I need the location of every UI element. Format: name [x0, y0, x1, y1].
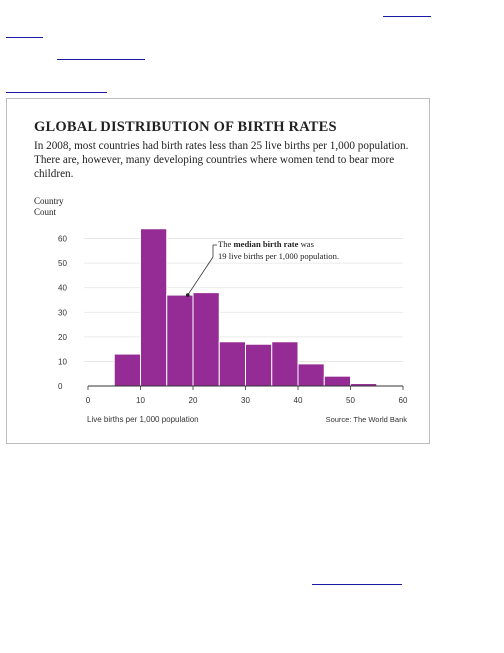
source-note: Source: The World Bank: [325, 415, 407, 424]
text-link[interactable]: [57, 59, 145, 60]
text-link[interactable]: [6, 92, 107, 93]
histogram-chart: 0 10 20 30 40 50 60 0 10 20 30 40 50 60 The median bir…: [58, 228, 408, 405]
x-tick-label: 50: [346, 396, 355, 405]
chart-figure: GLOBAL DISTRIBUTION OF BIRTH RATES In 20…: [6, 98, 430, 444]
median-marker: [185, 293, 190, 297]
y-tick-label: 0: [58, 382, 63, 391]
annotation-pointer: [187, 256, 214, 296]
histogram-bar: [297, 363, 325, 387]
y-tick-label: 20: [58, 333, 67, 342]
x-tick-label: 0: [86, 396, 91, 405]
x-axis-label: Live births per 1,000 population: [87, 415, 199, 424]
y-tick-label: 40: [58, 284, 67, 293]
annotation-line-2: 19 live births per 1,000 population.: [218, 251, 339, 261]
text-link[interactable]: [6, 37, 43, 38]
histogram-bar: [140, 228, 168, 387]
y-tick-label: 60: [58, 235, 67, 244]
x-tick-label: 30: [241, 396, 250, 405]
x-tick-label: 40: [294, 396, 303, 405]
text-link[interactable]: [312, 584, 402, 585]
y-tick-label: 30: [58, 308, 67, 317]
chart-title: GLOBAL DISTRIBUTION OF BIRTH RATES: [34, 119, 337, 135]
y-tick-label: 50: [58, 259, 67, 268]
y-tick-label: 10: [58, 357, 67, 366]
x-tick-label: 60: [399, 396, 408, 405]
histogram-bar: [323, 375, 351, 387]
histogram-bar: [245, 343, 273, 387]
histogram-bar: [113, 353, 141, 387]
histogram-bar: [218, 341, 246, 387]
chart-subtitle: In 2008, most countries had birth rates …: [34, 140, 409, 180]
histogram-bar: [271, 341, 299, 387]
histogram-bar: [166, 294, 194, 387]
annotation-line-1: The median birth rate was: [218, 239, 315, 249]
y-axis-label: Country Count: [34, 196, 64, 217]
text-link[interactable]: [383, 16, 431, 17]
x-tick-label: 20: [189, 396, 198, 405]
x-tick-label: 10: [136, 396, 145, 405]
histogram-bar: [192, 292, 220, 387]
